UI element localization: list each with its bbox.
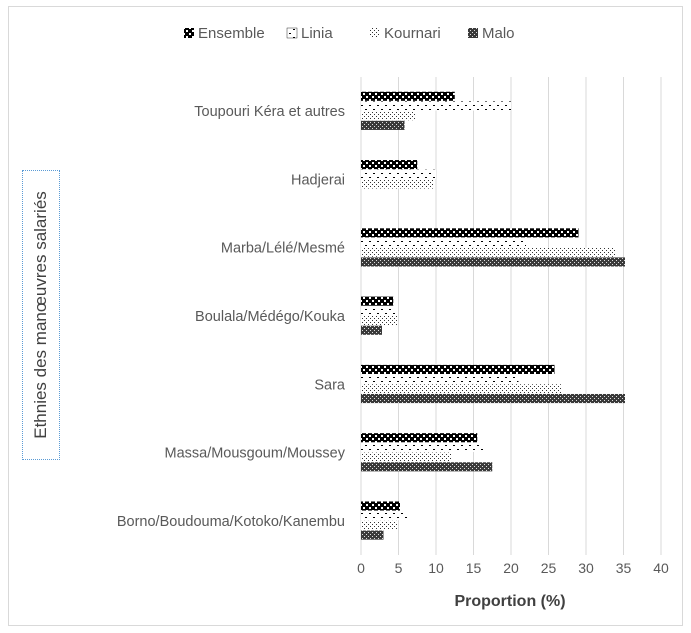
bar-linia-4: [361, 306, 397, 316]
bar-malo-3: [361, 257, 625, 267]
x-tick-label: 25: [541, 560, 557, 576]
legend-swatch-malo: [468, 28, 478, 38]
legend-swatch-kournari: [370, 28, 380, 38]
bar-kournari-5: [361, 384, 562, 394]
bar-kournari-6: [361, 452, 451, 462]
bar-ensemble-7: [361, 501, 400, 511]
y-axis-label-box: [22, 170, 60, 460]
category-label: Massa/Mousgoum/Moussey: [164, 446, 345, 462]
x-tick-label: 0: [357, 560, 365, 576]
chart-gridlines: [360, 77, 662, 555]
bar-kournari-3: [361, 247, 616, 257]
bar-linia-1: [361, 101, 511, 111]
bar-ensemble-3: [361, 228, 579, 238]
bar-linia-6: [361, 442, 485, 452]
legend-swatch-ensemble: [184, 28, 194, 38]
legend-label-malo: Malo: [482, 25, 515, 42]
x-tick-label: 30: [578, 560, 594, 576]
x-tick-label: 35: [616, 560, 632, 576]
x-tick-label: 5: [395, 560, 403, 576]
bar-linia-5: [361, 374, 519, 384]
bar-kournari-1: [361, 111, 415, 121]
legend-label-kournari: Kournari: [384, 25, 441, 42]
category-label: Marba/Lélé/Mesmé: [221, 241, 345, 257]
legend-swatch-linia: [286, 27, 298, 39]
bar-ensemble-1: [361, 91, 455, 101]
category-labels: Toupouri Kéra et autres Hadjerai Marba/Lél…: [117, 104, 346, 530]
y-axis-label: Ethnies des manœuvres salariés: [31, 191, 50, 439]
bar-ensemble-4: [361, 296, 394, 306]
bar-linia-3: [361, 238, 526, 248]
bar-malo-4: [361, 325, 382, 335]
bar-linia-7: [361, 511, 408, 521]
category-label: Hadjerai: [291, 172, 345, 188]
chart-bars: [361, 91, 625, 540]
x-tick-label: 15: [466, 560, 482, 576]
bar-malo-1: [361, 120, 405, 130]
x-tick-label: 10: [428, 560, 444, 576]
bar-ensemble-5: [361, 364, 555, 374]
category-label: Boulala/Médégo/Kouka: [195, 309, 346, 325]
bar-kournari-4: [361, 316, 397, 326]
bar-ensemble-6: [361, 433, 478, 443]
bar-ensemble-2: [361, 160, 418, 170]
category-label: Toupouri Kéra et autres: [194, 104, 345, 120]
bar-malo-6: [361, 462, 493, 472]
bar-kournari-2: [361, 179, 434, 189]
category-label: Borno/Boudouma/Kotoko/Kanembu: [117, 514, 345, 530]
bar-malo-7: [361, 530, 384, 540]
bar-malo-5: [361, 393, 625, 404]
category-label: Sara: [314, 377, 346, 393]
chart-legend: Ensemble Linia Kournari Malo: [184, 25, 515, 42]
x-tick-label: 20: [503, 560, 519, 576]
legend-label-ensemble: Ensemble: [198, 25, 265, 42]
x-axis-label: Proportion (%): [454, 593, 565, 610]
bar-linia-2: [361, 169, 436, 179]
x-tick-labels: 0 5 10 15 20 25 30 35 40: [357, 560, 669, 576]
bar-kournari-7: [361, 520, 397, 530]
legend-label-linia: Linia: [301, 25, 333, 42]
x-tick-label: 40: [653, 560, 669, 576]
